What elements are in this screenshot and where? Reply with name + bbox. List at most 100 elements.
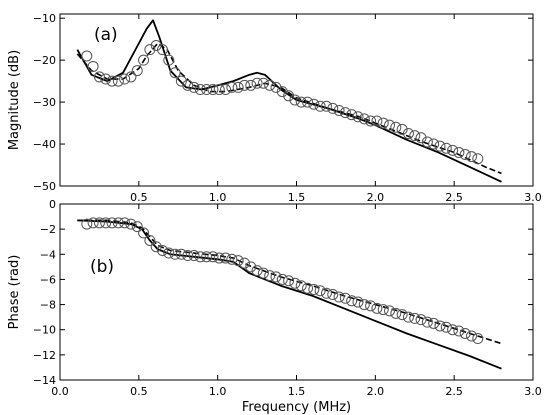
panel-a-data-point — [276, 86, 288, 98]
panel-a-data-point — [308, 98, 320, 110]
panel-a-data-point — [434, 140, 446, 152]
panel-b-data-point — [251, 265, 263, 277]
panel-b-data-point — [182, 250, 194, 262]
panel-a-data-point — [257, 77, 269, 89]
panel-b-data-point — [264, 270, 276, 282]
panel-a-data-point — [213, 84, 225, 96]
panel-a-data-point — [415, 132, 427, 144]
panel-b-x-tick-label: 1.5 — [288, 385, 306, 398]
panel-a-data-point — [314, 100, 326, 112]
panel-b-data-point — [308, 283, 320, 295]
panel-a-x-tick-label: 2.5 — [445, 191, 463, 204]
panel-b-dashed-line — [77, 219, 502, 345]
panel-a-data-point — [428, 138, 440, 150]
panel-a-data-point — [390, 121, 402, 133]
panel-b-x-tick-label: 0.5 — [130, 385, 148, 398]
panel-a-data-point — [220, 84, 232, 96]
panel-a-data-point — [402, 128, 414, 140]
panel-a-data-point — [194, 84, 206, 96]
panel-a-data-point — [333, 104, 345, 116]
panel-a-data-point — [365, 115, 377, 127]
panel-a-data-point — [327, 102, 339, 114]
panel-b-y-tick-label: −14 — [33, 374, 56, 387]
panel-a-data-point — [440, 142, 452, 154]
panel-a-data-point — [125, 71, 137, 83]
panel-a-data-point — [169, 67, 181, 79]
panel-a-data-point — [346, 109, 358, 121]
panel-b-data-point — [226, 253, 238, 265]
panel-b-data-point — [201, 251, 213, 263]
panel-b-data-point — [112, 217, 124, 229]
panel-a-label: (a) — [94, 25, 118, 45]
panel-b-y-tick-label: −6 — [40, 273, 56, 286]
panel-b-data-point — [371, 302, 383, 314]
panel-a-x-tick-label: 1.5 — [288, 191, 306, 204]
panel-a-data-point — [106, 75, 118, 87]
panel-a-data-point — [100, 73, 112, 85]
panel-b-data-point — [447, 324, 459, 336]
panel-a-data-point — [459, 149, 471, 161]
panel-b-data-point — [188, 250, 200, 262]
panel-b-data-point — [396, 309, 408, 321]
panel-b-label: (b) — [90, 257, 114, 277]
panel-b-data-point — [302, 282, 314, 294]
panel-b-data-point — [106, 217, 118, 229]
panel-b-data-point — [270, 271, 282, 283]
panel-a-data-point — [207, 84, 219, 96]
panel-a-data-point — [93, 71, 105, 83]
panel-a-data-point — [175, 75, 187, 87]
panel-a-data-point — [119, 73, 131, 85]
panel-b-data-point — [390, 307, 402, 319]
panel-b-data-point — [207, 251, 219, 263]
panel-b-data-point — [163, 247, 175, 259]
panel-a-data-point — [421, 136, 433, 148]
panel-a-data-point — [163, 54, 175, 66]
panel-a-x-tick-label: 0.5 — [130, 191, 148, 204]
panel-b-data-point — [156, 245, 168, 257]
panel-b-data-point — [100, 217, 112, 229]
panel-a-data-point — [182, 79, 194, 91]
panel-a: 0.5 1.0 1.5 2.0 2.5 3.0 −10 −20 −30 −40 −50 (a) Magn… — [7, 12, 542, 204]
panel-b-data-point — [175, 248, 187, 260]
panel-a-data-point — [295, 96, 307, 108]
panel-b-data-point — [213, 252, 225, 264]
panel-b-data-point — [428, 317, 440, 329]
panel-b-data-point — [339, 292, 351, 304]
panel-a-data-point — [302, 96, 314, 108]
panel-b-data-point — [169, 248, 181, 260]
panel-a-data-point — [138, 54, 150, 66]
panel-a-data-point — [131, 65, 143, 77]
panel-a-x-tick-label: 2.0 — [367, 191, 385, 204]
panel-b-data-point — [138, 227, 150, 239]
panel-b-data-point — [289, 277, 301, 289]
panel-b-data-point — [238, 257, 250, 269]
panel-b-data-point — [466, 330, 478, 342]
panel-a-dashed-line — [76, 42, 502, 175]
panel-b-data-point — [459, 327, 471, 339]
panel-b-data-point — [220, 252, 232, 264]
panel-b-data-point — [144, 234, 156, 246]
panel-a-data-point — [358, 113, 370, 125]
panel-a-data-point — [289, 94, 301, 106]
panel-b-x-axis-title: Frequency (MHz) — [242, 400, 351, 415]
panel-b-data-point — [365, 300, 377, 312]
panel-a-data-point — [245, 79, 257, 91]
panel-b-data-point — [440, 321, 452, 333]
panel-b-data-point — [333, 291, 345, 303]
panel-a-data-point — [87, 60, 99, 72]
panel-a-x-tick-label: 1.0 — [209, 191, 227, 204]
panel-b-x-tick-label: 1.0 — [209, 385, 227, 398]
panel-a-data-point — [371, 115, 383, 127]
panel-a-data-point — [226, 81, 238, 93]
panel-b-data-point — [384, 305, 396, 317]
panel-a-y-axis-title: Magnitude (dB) — [7, 50, 22, 150]
panel-b: 0.0 0.5 1.0 1.5 2.0 2.5 3.0 0 −2 −4 −6 −8 −10 −12 −14 (… — [7, 198, 542, 415]
panel-b-data-point — [320, 287, 332, 299]
panel-a-data-point — [352, 111, 364, 123]
panel-a-data-point — [150, 39, 162, 51]
panel-b-data-point — [150, 241, 162, 253]
panel-a-solid-line — [76, 19, 502, 183]
panel-a-data-point — [453, 146, 465, 158]
